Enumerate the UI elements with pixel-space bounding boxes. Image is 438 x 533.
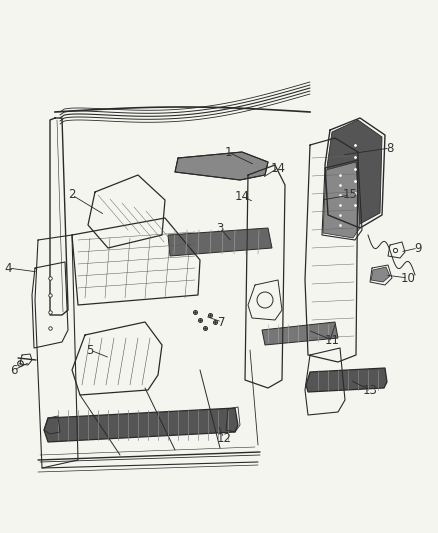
Polygon shape bbox=[262, 322, 338, 345]
Text: 5: 5 bbox=[86, 343, 94, 357]
Polygon shape bbox=[327, 120, 382, 225]
Text: 11: 11 bbox=[325, 334, 339, 346]
Text: 6: 6 bbox=[10, 364, 18, 376]
Text: 12: 12 bbox=[216, 432, 232, 445]
Polygon shape bbox=[371, 267, 390, 282]
Text: 9: 9 bbox=[414, 241, 422, 254]
Polygon shape bbox=[175, 152, 268, 180]
Polygon shape bbox=[168, 228, 272, 256]
Text: 14: 14 bbox=[234, 190, 250, 203]
Polygon shape bbox=[44, 408, 238, 442]
Text: 2: 2 bbox=[68, 189, 76, 201]
Text: 1: 1 bbox=[224, 146, 232, 158]
Polygon shape bbox=[306, 368, 387, 392]
Text: 7: 7 bbox=[218, 316, 226, 328]
Text: 8: 8 bbox=[386, 141, 394, 155]
Text: 15: 15 bbox=[343, 189, 357, 201]
Text: 13: 13 bbox=[363, 384, 378, 397]
Text: 14: 14 bbox=[271, 161, 286, 174]
Text: 3: 3 bbox=[216, 222, 224, 235]
Text: 4: 4 bbox=[4, 262, 12, 274]
Text: 10: 10 bbox=[401, 271, 415, 285]
Polygon shape bbox=[323, 162, 360, 238]
